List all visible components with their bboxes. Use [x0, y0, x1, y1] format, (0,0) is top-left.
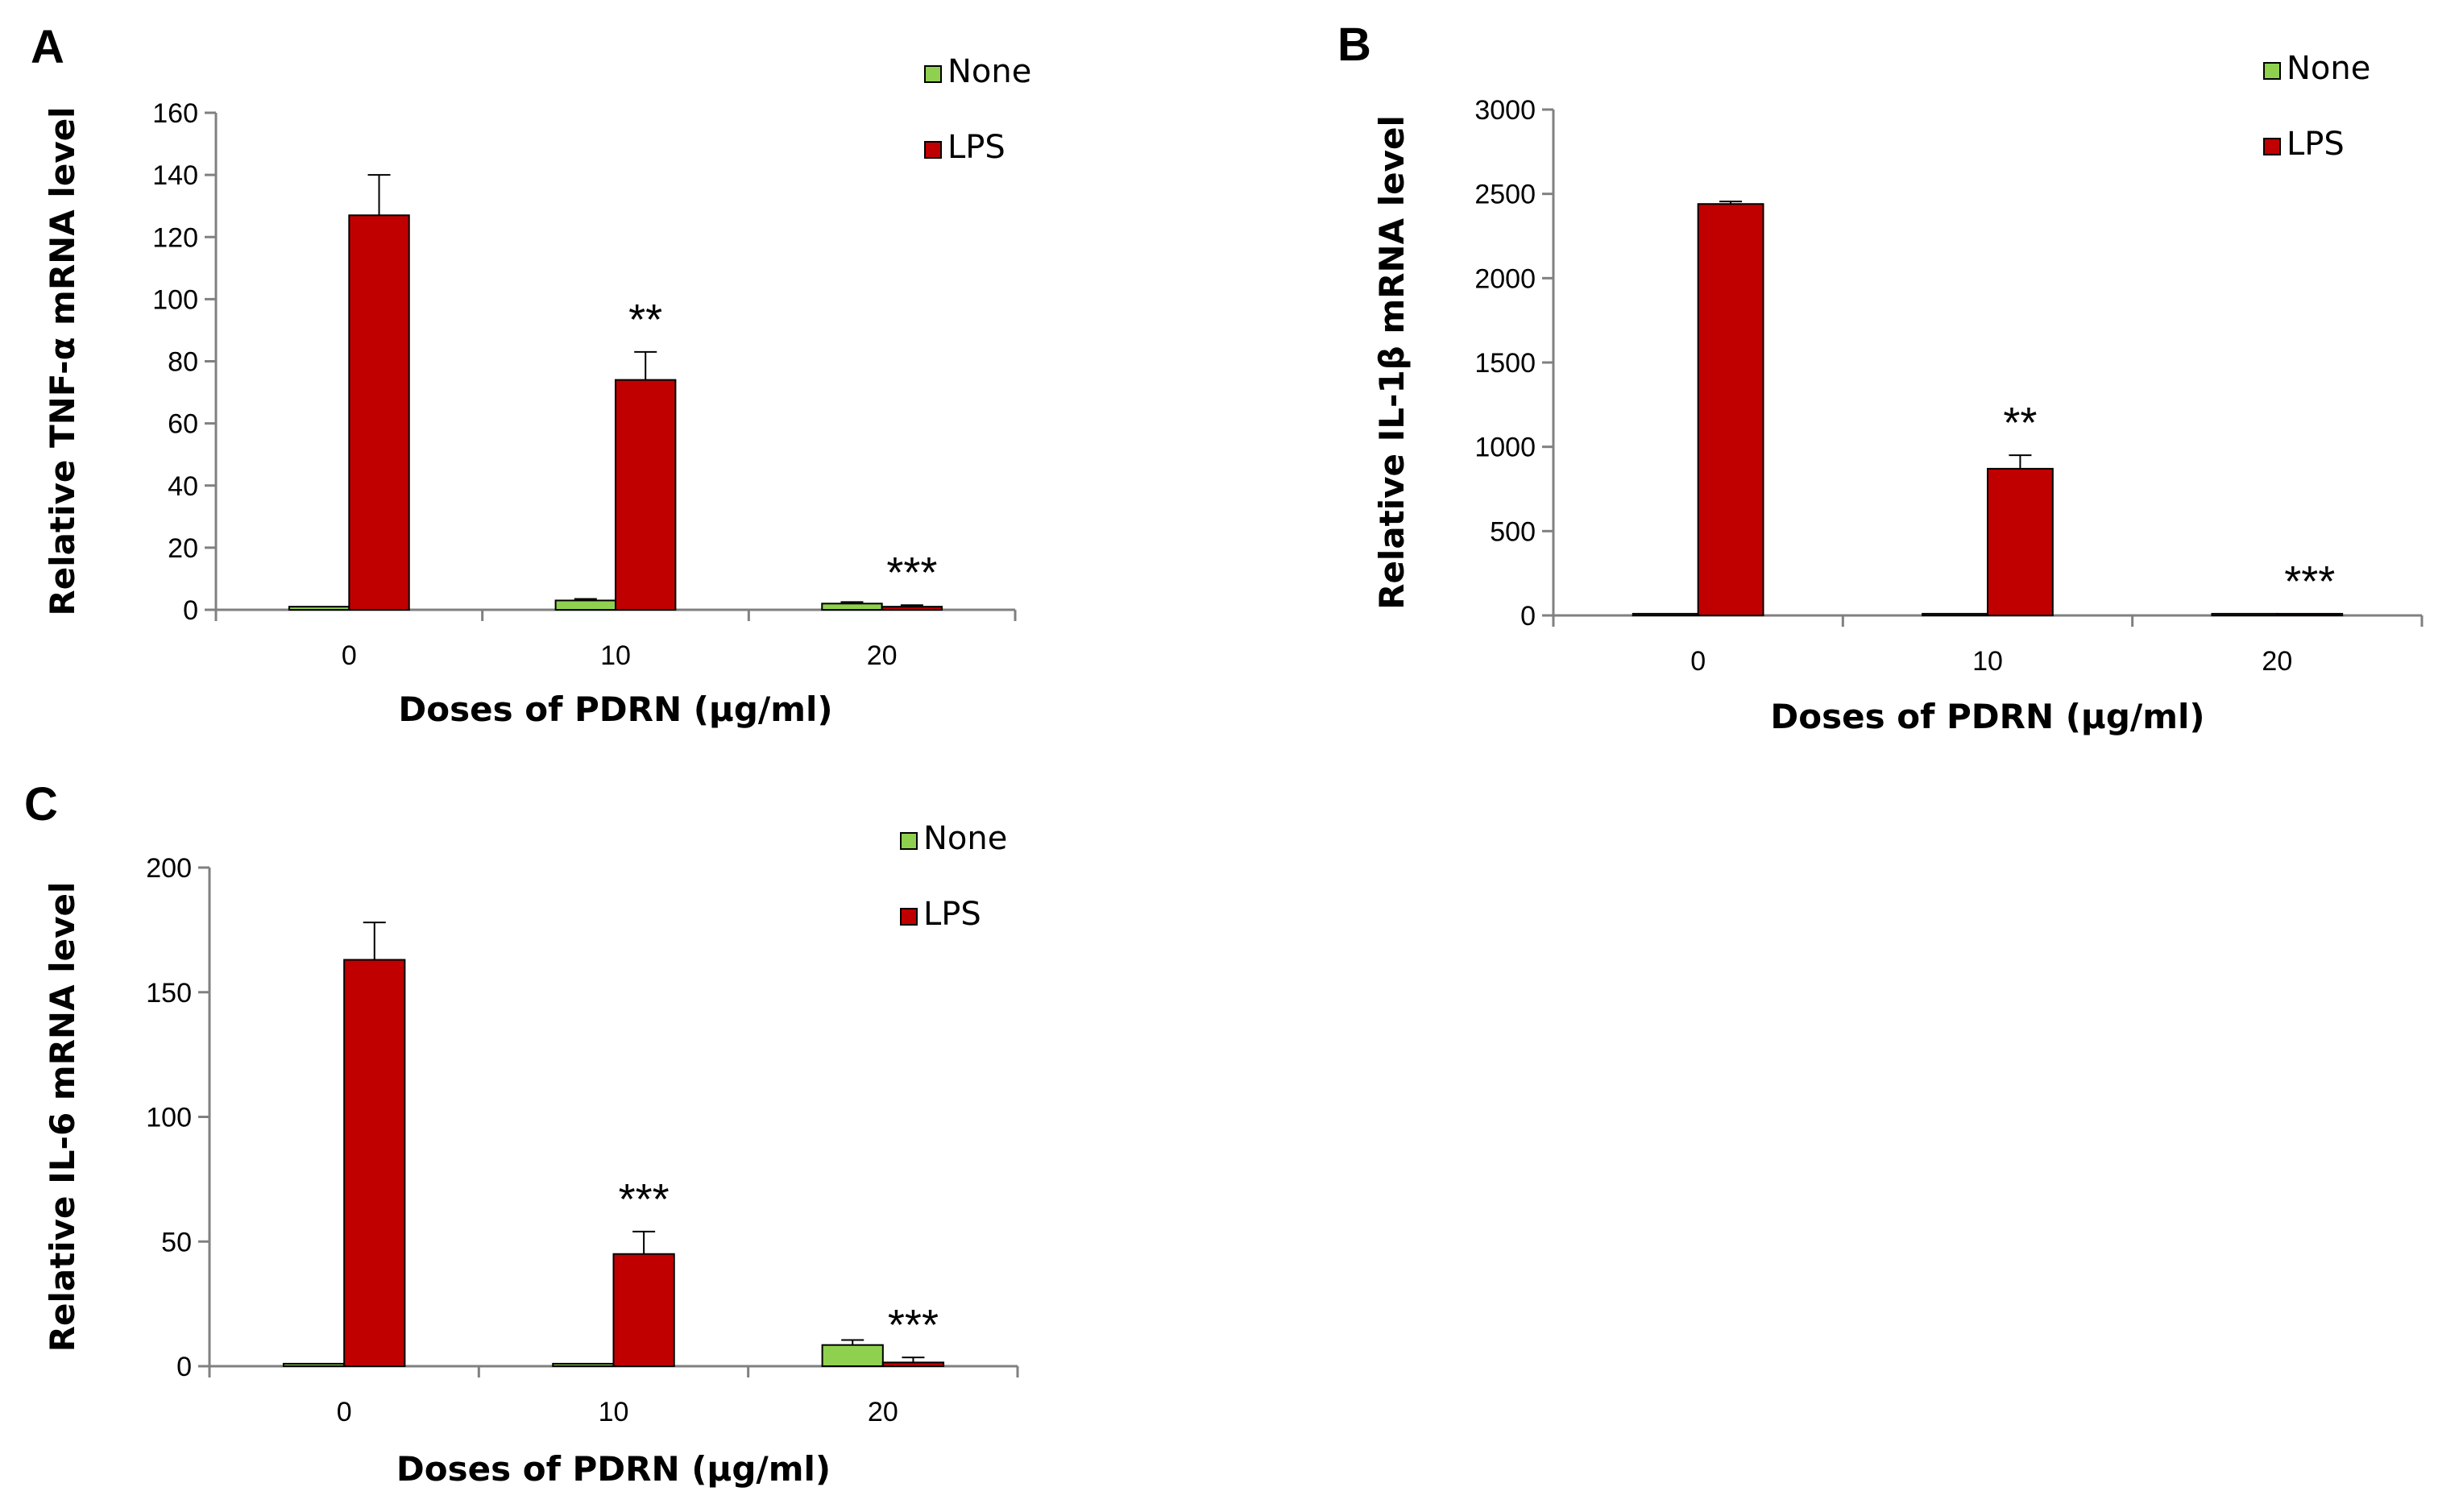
y-tick-label: 150	[146, 978, 192, 1009]
chart-panel-a: A 0 20 40 60 80 100 120 140 160 0 10 ** 20 *** Doses of…	[31, 21, 1031, 729]
y-tick-label: 120	[152, 222, 198, 253]
bar-lps-10	[612, 1253, 675, 1367]
x-tick-label: 0	[1690, 646, 1706, 677]
bar-lps-0	[348, 214, 410, 611]
y-tick-label: 0	[176, 1352, 192, 1382]
legend-label-none: None	[923, 820, 1007, 857]
bar-none-10	[552, 1362, 615, 1368]
legend-label-lps: LPS	[2287, 126, 2345, 163]
x-tick-label: 20	[867, 640, 898, 671]
bar-lps-10	[615, 379, 677, 611]
y-tick-label: 2500	[1474, 180, 1536, 210]
y-tick-label: 3000	[1474, 95, 1536, 126]
legend-swatch-none	[924, 65, 942, 83]
y-tick-label: 100	[152, 284, 198, 315]
bar-lps-10	[1987, 467, 2054, 616]
legend: None LPS	[900, 820, 1007, 933]
y-tick-label: 80	[168, 347, 198, 378]
significance-label: ***	[888, 1301, 939, 1349]
chart-panel-c: C 0 50 100 150 200 0 10 *** 20 *** Doses of PDRN (µ…	[24, 778, 1019, 1489]
x-tick-label: 10	[599, 1397, 629, 1427]
bar-lps-0	[1697, 203, 1764, 617]
y-tick-label: 160	[152, 98, 198, 129]
y-tick-label: 1500	[1474, 348, 1536, 379]
legend-label-lps: LPS	[947, 129, 1005, 166]
bar-lps-0	[343, 959, 406, 1367]
legend: None LPS	[2263, 50, 2370, 163]
bar-none-20	[821, 603, 883, 611]
y-axis-title: Relative TNF-α mRNA level	[43, 106, 82, 615]
y-tick-label: 60	[168, 409, 198, 440]
bar-none-10	[554, 599, 616, 611]
y-tick-label: 40	[168, 471, 198, 502]
bar-lps-20	[2276, 612, 2344, 617]
panel-letter: B	[1337, 19, 1371, 71]
x-tick-label: 10	[600, 640, 631, 671]
legend-swatch-lps	[900, 908, 918, 926]
significance-label: **	[2003, 399, 2037, 447]
x-tick-label: 20	[2262, 646, 2292, 677]
bar-none-0	[282, 1362, 346, 1368]
x-tick-label: 0	[342, 640, 357, 671]
y-tick-label: 0	[1520, 601, 1536, 632]
panel-letter: A	[31, 21, 64, 73]
legend-swatch-lps	[924, 141, 942, 159]
y-tick-label: 100	[146, 1103, 192, 1133]
bar-none-20	[2211, 612, 2278, 617]
significance-label: **	[628, 296, 662, 344]
x-tick-label: 10	[1972, 646, 2003, 677]
x-axis-title: Doses of PDRN (µg/ml)	[396, 1449, 831, 1489]
y-tick-label: 1000	[1474, 433, 1536, 463]
y-tick-label: 50	[161, 1227, 192, 1257]
y-axis-title: Relative IL-1β mRNA level	[1372, 115, 1412, 610]
legend-label-none: None	[947, 53, 1031, 90]
y-tick-label: 500	[1490, 516, 1536, 547]
bar-none-0	[288, 606, 350, 611]
legend-label-none: None	[2287, 50, 2370, 87]
legend-swatch-lps	[2263, 138, 2281, 155]
chart-panel-b: B 0 500 1000 1500 2000 2500 3000 0 10 ** 20 *** Doses…	[1337, 19, 2423, 736]
panel-letter: C	[24, 778, 58, 831]
x-axis-title: Doses of PDRN (µg/ml)	[1770, 697, 2204, 736]
x-tick-label: 0	[337, 1397, 352, 1427]
legend-label-lps: LPS	[923, 896, 981, 933]
bar-none-20	[821, 1344, 884, 1368]
legend-swatch-none	[2263, 62, 2281, 80]
y-tick-label: 20	[168, 533, 198, 564]
x-tick-label: 20	[868, 1397, 898, 1427]
legend: None LPS	[924, 53, 1031, 166]
bar-lps-20	[881, 606, 943, 611]
x-axis-title: Doses of PDRN (µg/ml)	[398, 690, 832, 729]
significance-label: ***	[619, 1175, 670, 1224]
y-tick-label: 0	[183, 595, 198, 626]
y-axis-title: Relative IL-6 mRNA level	[43, 882, 82, 1353]
y-tick-label: 200	[146, 853, 192, 884]
y-tick-label: 2000	[1474, 263, 1536, 294]
significance-label: ***	[886, 549, 937, 597]
bar-none-0	[1632, 612, 1699, 617]
y-tick-label: 140	[152, 160, 198, 191]
legend-swatch-none	[900, 832, 918, 850]
bar-lps-20	[881, 1361, 945, 1368]
bar-none-10	[1922, 612, 1988, 617]
significance-label: ***	[2284, 557, 2335, 606]
